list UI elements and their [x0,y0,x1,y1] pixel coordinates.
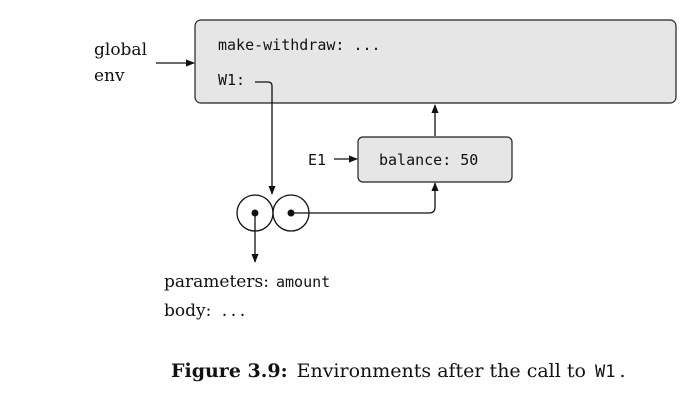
frame-e1 [357,136,513,183]
figure-caption-end: . [619,360,625,382]
figure-caption: Figure 3.9: Environments after the call … [171,360,625,382]
procedure-parameters-label: parameters: [164,272,269,292]
global-env-frame [194,19,677,104]
global-env-label-line2: env [94,66,125,86]
global-binding-make-withdraw: make-withdraw: ... [218,36,381,54]
global-env-label-line1: global [94,40,147,60]
w1-pointer-arrow [255,81,276,195]
procedure-body-label: body: [164,301,211,321]
procedure-env-arrow [291,182,439,214]
e1-binding-balance: balance: 50 [379,151,478,169]
figure-caption-text: Environments after the call to [297,360,586,382]
figure-caption-label: Figure 3.9: [171,360,288,382]
procedure-body-value: ... [220,302,247,320]
procedure-parameters-value: amount [276,273,330,291]
global-binding-w1: W1: [218,71,245,89]
e1-label: E1 [308,151,326,169]
figure-caption-code: W1 [595,362,615,382]
